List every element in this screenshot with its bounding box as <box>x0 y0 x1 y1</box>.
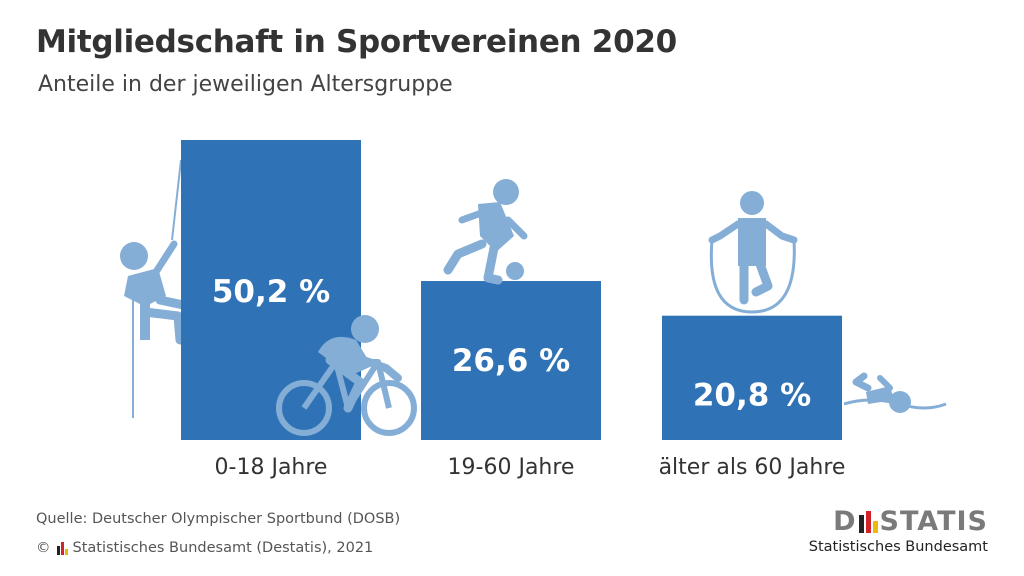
category-label-2: 19-60 Jahre <box>448 455 575 480</box>
flag-bars-icon <box>56 541 68 555</box>
jump-rope-icon <box>708 191 798 314</box>
logo-wordmark-right: STATIS <box>879 506 988 537</box>
swimmer-icon <box>843 372 947 413</box>
chart-subtitle: Anteile in der jeweiligen Altersgruppe <box>38 72 453 97</box>
logo-wordmark-left: D <box>833 506 857 537</box>
category-label-1: 0-18 Jahre <box>215 455 328 480</box>
chart-title: Mitgliedschaft in Sportvereinen 2020 <box>36 24 677 60</box>
bar-chart: 50,2 % 0-18 Jahre 26,6 % 19-60 Jahre 20,8 % ä… <box>120 140 947 480</box>
logo-wordmark: D STATIS <box>809 506 988 537</box>
logo-flag-bars-icon <box>858 511 878 533</box>
copyright-text: Statistisches Bundesamt (Destatis), 2021 <box>72 540 374 556</box>
logo-subtitle: Statistisches Bundesamt <box>808 539 988 555</box>
source-note: Quelle: Deutscher Olympischer Sportbund … <box>36 511 401 527</box>
bar-2 <box>421 281 601 440</box>
category-label-3: älter als 60 Jahre <box>659 455 846 480</box>
soccer-player-icon <box>443 179 528 285</box>
cyclist-icon <box>276 315 417 436</box>
value-label-3: 20,8 % <box>693 378 811 414</box>
copyright-note: © Statistisches Bundesamt (Destatis), 20… <box>36 540 373 556</box>
copyright-symbol: © <box>36 540 51 556</box>
bar-3 <box>662 315 842 440</box>
value-label-1: 50,2 % <box>212 274 330 310</box>
destatis-logo: D STATIS Statistisches Bundesamt <box>809 506 988 555</box>
value-label-2: 26,6 % <box>452 343 570 379</box>
bar-1 <box>181 140 361 440</box>
